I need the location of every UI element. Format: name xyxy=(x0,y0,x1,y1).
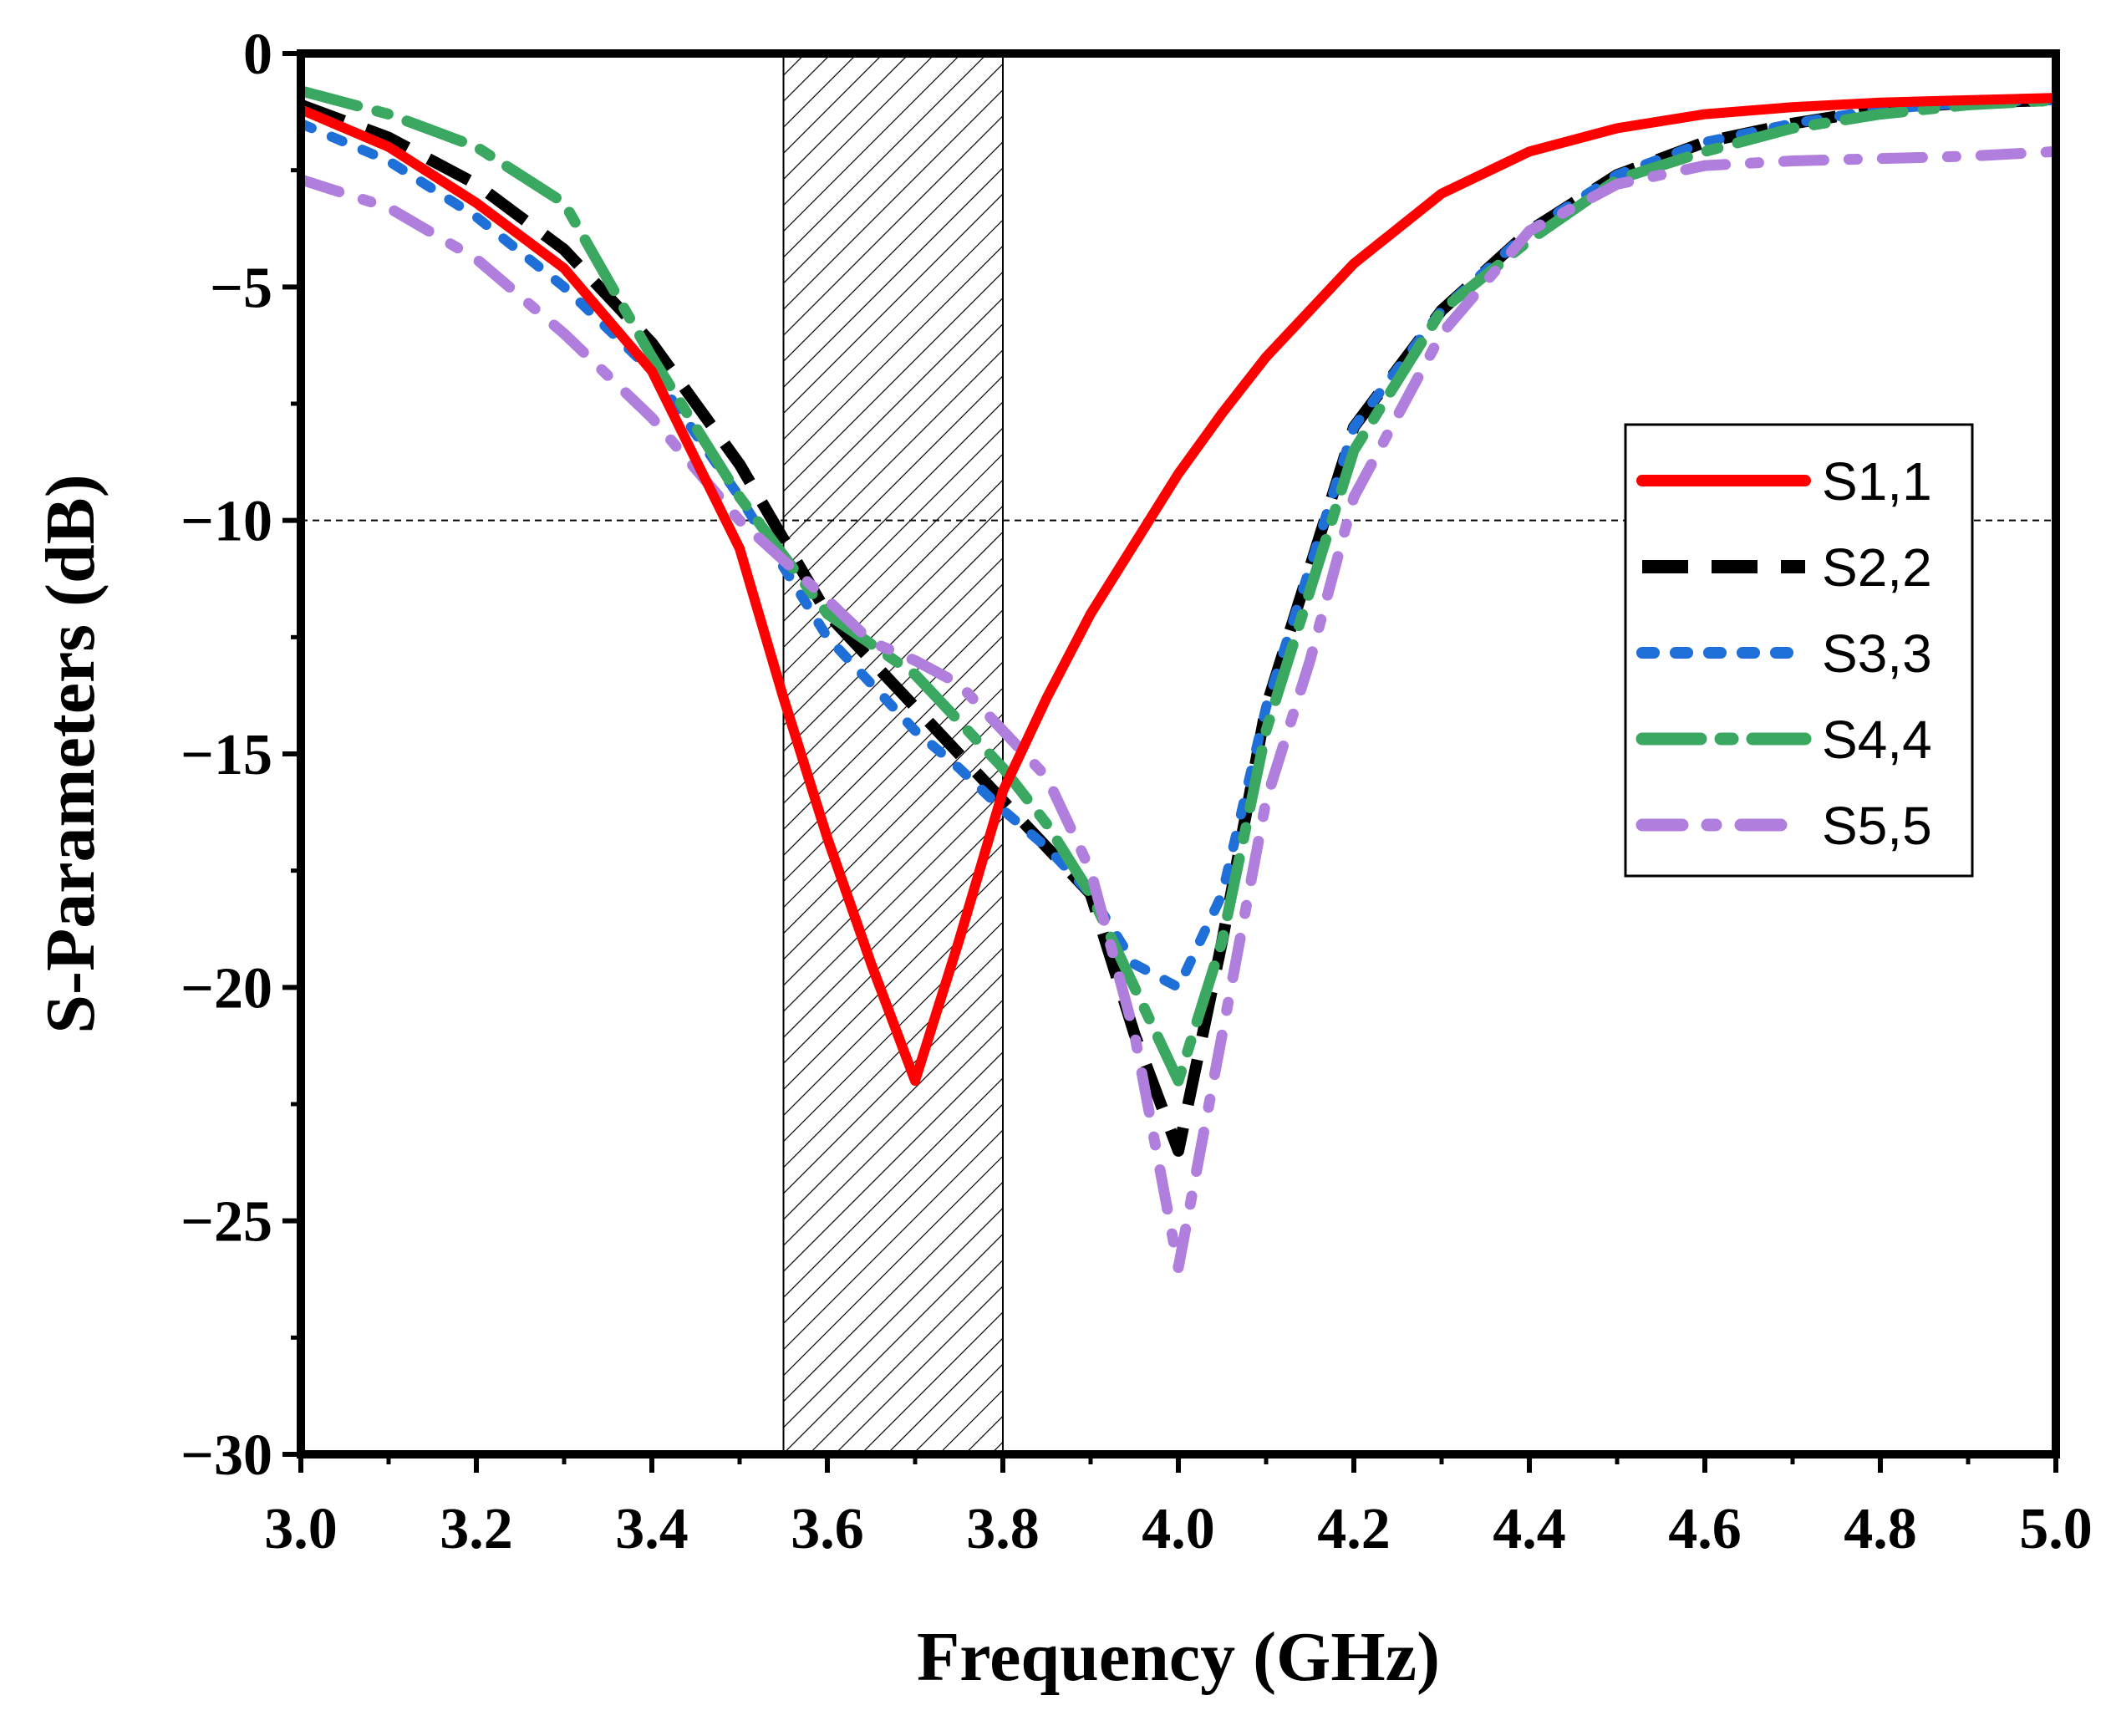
legend-label-S4-4: S4,4 xyxy=(1822,710,1932,770)
x-tick-label: 4.6 xyxy=(1668,1497,1742,1561)
y-tick-label: −30 xyxy=(181,1423,272,1488)
y-tick-label: 0 xyxy=(243,23,272,87)
y-tick-label: −25 xyxy=(181,1190,272,1255)
y-tick-label: −20 xyxy=(181,956,272,1021)
y-tick-label: −15 xyxy=(181,723,272,787)
x-axis-title: Frequency (GHz) xyxy=(917,1618,1440,1696)
y-tick-label: −5 xyxy=(210,256,272,320)
y-tick-label: −10 xyxy=(181,490,272,554)
x-tick-label: 3.4 xyxy=(615,1497,689,1561)
legend-items: S1,1 S2,2 S3,3 S4,4 S5,5 xyxy=(1635,451,1932,856)
series-layer xyxy=(301,85,2056,1273)
x-tick-label: 4.2 xyxy=(1317,1497,1391,1561)
x-tick-label: 4.4 xyxy=(1493,1497,1566,1561)
x-tick-label: 3.0 xyxy=(264,1497,338,1561)
legend-label-S2-2: S2,2 xyxy=(1822,537,1932,598)
x-tick-label: 4.8 xyxy=(1844,1497,1917,1561)
axis-ticks: 3.0 3.2 3.4 3.6 3.8 4.0 4.2 4.4 4.6 4.8 5.0 0 −5 −10 −… xyxy=(181,23,2093,1561)
legend-label-S5-5: S5,5 xyxy=(1822,796,1932,856)
series-line-S4-4 xyxy=(301,85,2056,1087)
y-axis-title: S-Parameters (dB) xyxy=(32,474,109,1033)
x-tick-label: 3.8 xyxy=(966,1497,1040,1561)
legend: S1,1 S2,2 S3,3 S4,4 S5,5 xyxy=(1624,423,1974,878)
shaded-band-layer xyxy=(782,53,1004,1455)
x-tick-label: 4.0 xyxy=(1142,1497,1215,1561)
legend-label-S3-3: S3,3 xyxy=(1822,624,1932,684)
shaded-band xyxy=(782,53,1004,1455)
legend-label-S1-1: S1,1 xyxy=(1822,451,1932,512)
x-tick-label: 5.0 xyxy=(2019,1497,2093,1561)
x-tick-label: 3.2 xyxy=(440,1497,513,1561)
series-line-S1-1 xyxy=(301,93,2056,1087)
x-tick-label: 3.6 xyxy=(791,1497,864,1561)
series-line-S3-3 xyxy=(301,94,2056,993)
